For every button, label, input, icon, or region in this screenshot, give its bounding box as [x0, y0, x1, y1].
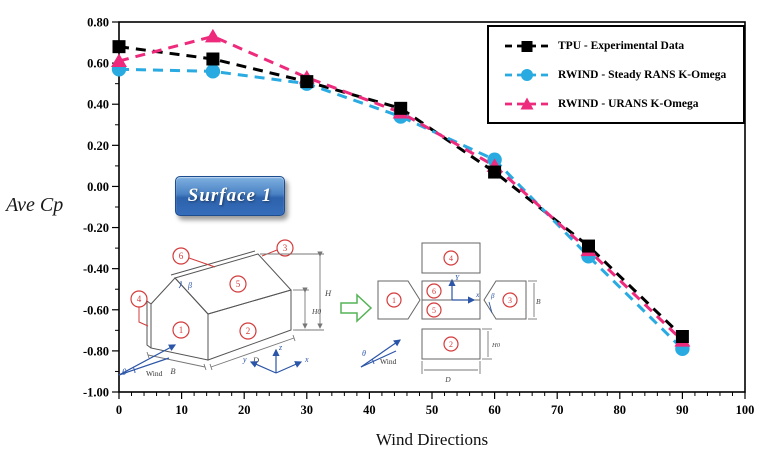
legend-label: RWIND - URANS K-Omega [558, 97, 699, 110]
x-tick-label: 50 [426, 403, 439, 417]
surface-5-label: 5 [236, 279, 241, 289]
marker-triangle [204, 28, 221, 43]
marker-square [112, 40, 126, 54]
axis-y-label: y [242, 355, 247, 364]
marker-circle [205, 64, 221, 79]
plan-dim-B-label: B [536, 297, 541, 306]
surface-4-label: 4 [137, 294, 142, 304]
y-tick-label: 0.00 [87, 180, 109, 194]
panel-2-label: 2 [449, 340, 453, 349]
panel-3-label: 3 [508, 296, 512, 305]
y-axis-title: Ave Cp [6, 194, 64, 216]
y-tick-label: -0.80 [83, 344, 109, 358]
wind-arrow [118, 344, 177, 376]
plan-dim-D-label: D [444, 375, 451, 384]
x-tick-label: 20 [238, 403, 251, 417]
building-edges [146, 250, 292, 361]
x-tick-label: 10 [175, 403, 188, 417]
y-tick-label: 0.20 [87, 139, 109, 153]
xyz-axes [249, 348, 303, 374]
legend-item-2: RWIND - URANS K-Omega [503, 96, 743, 112]
dim-H0-label: H0 [311, 307, 321, 316]
unfolded-surfaces-diagram: 4 1 6 5 3 2 Y x β B H0 [340, 242, 541, 384]
panel-5-label: 5 [432, 306, 436, 315]
legend-item-0: TPU - Experimental Data [503, 38, 743, 54]
panel-1-label: 1 [392, 296, 396, 305]
panel-4-label: 4 [449, 254, 453, 263]
y-tick-label: 0.80 [87, 16, 109, 30]
surface-1-label: 1 [179, 325, 184, 335]
unfolded-callouts [386, 250, 518, 352]
legend-swatch [505, 97, 549, 109]
legend-label: TPU - Experimental Data [558, 39, 685, 52]
x-tick-label: 60 [488, 403, 501, 417]
axis-x-label: x [304, 355, 309, 364]
plan-axis-y-label: Y [455, 273, 460, 282]
dim-B-label: B [170, 366, 175, 376]
surface-6-label: 6 [179, 251, 184, 261]
x-tick-label: 40 [363, 403, 376, 417]
surface-callouts [130, 239, 294, 340]
building-3d-diagram: 1 2 5 6 3 4 β B D H0 H [118, 239, 332, 378]
plan-wind-label: Wind [380, 357, 397, 366]
surface-3-label: 3 [283, 243, 288, 253]
legend-marker-circle [521, 68, 533, 81]
y-tick-label: 0.40 [87, 98, 109, 112]
legend: TPU - Experimental Data RWIND - Steady RA… [487, 25, 745, 124]
plan-wind-arrow [360, 339, 401, 368]
legend-swatch [505, 40, 549, 52]
surface-badge: Surface 1 [175, 176, 285, 216]
axis-z-label: z [278, 343, 283, 352]
x-tick-label: 90 [676, 403, 689, 417]
roof-angle-label: β [187, 281, 192, 290]
legend-label: RWIND - Steady RANS K-Omega [558, 68, 727, 81]
marker-square [582, 239, 595, 253]
marker-triangle [111, 53, 127, 68]
surface-2-label: 2 [246, 326, 251, 336]
plan-dimensions [421, 280, 537, 374]
x-tick-label: 70 [551, 403, 564, 417]
dimension-lines [146, 251, 324, 371]
surface-badge-label: Surface 1 [187, 185, 273, 206]
marker-square [675, 330, 689, 343]
plan-dim-H0-label: H0 [491, 342, 501, 349]
plan-roof-angle-label: β [490, 292, 495, 300]
legend-swatch [505, 68, 549, 81]
panel-6-label: 6 [432, 287, 436, 296]
unfold-arrow-icon [340, 293, 373, 323]
y-tick-label: -0.60 [83, 303, 109, 317]
marker-square [488, 165, 502, 179]
wind-label: Wind [146, 369, 163, 378]
x-tick-label: 30 [301, 403, 314, 417]
y-tick-label: 0.60 [87, 57, 109, 71]
legend-marker-square [521, 40, 533, 52]
legend-marker-triangle [520, 97, 534, 109]
y-tick-label: -0.40 [83, 262, 109, 276]
marker-square [300, 75, 314, 89]
marker-square [394, 101, 408, 115]
x-tick-label: 80 [614, 403, 627, 417]
legend-item-1: RWIND - Steady RANS K-Omega [503, 67, 743, 83]
y-tick-label: -0.20 [83, 221, 109, 235]
x-axis-title: Wind Directions [375, 430, 489, 449]
marker-square [206, 52, 220, 66]
dim-H-label: H [324, 288, 332, 298]
wind-angle-label: θ [122, 367, 127, 377]
x-tick-label: 0 [116, 403, 122, 417]
plan-axis-x-label: x [475, 290, 480, 299]
plan-wind-angle-label: θ [362, 349, 366, 358]
dim-D-label: D [252, 355, 260, 365]
x-tick-label: 100 [736, 403, 755, 417]
plan-axes [448, 278, 476, 304]
y-tick-label: -1.00 [83, 386, 109, 400]
